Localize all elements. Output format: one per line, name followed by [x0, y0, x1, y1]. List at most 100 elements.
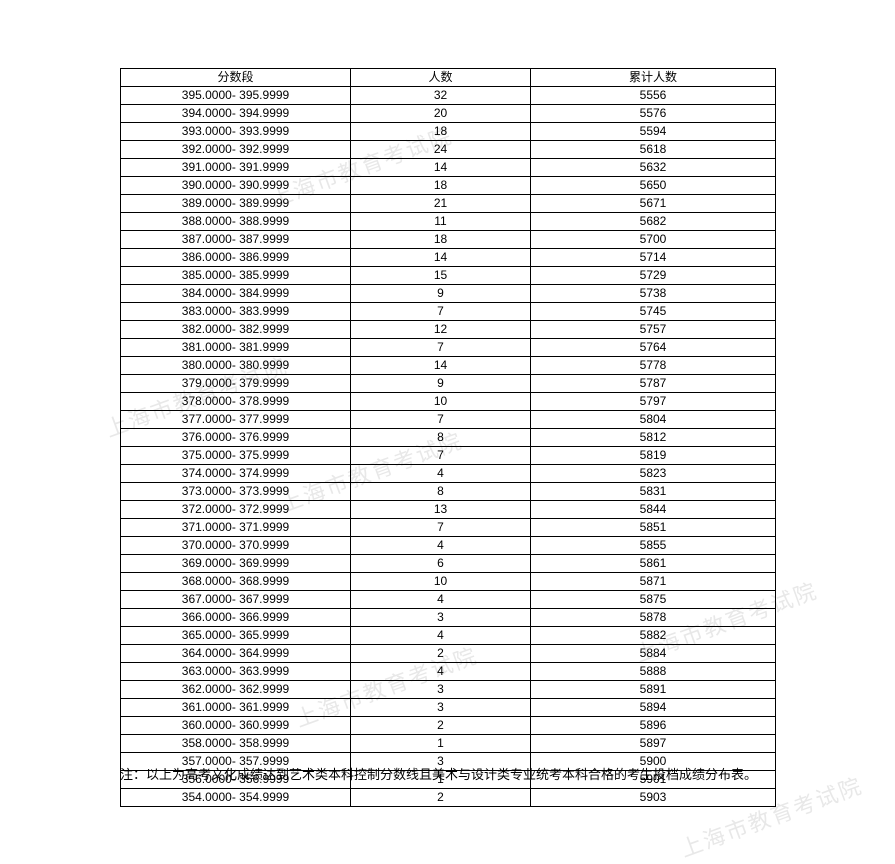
cell-count: 15	[351, 267, 531, 285]
cell-count: 14	[351, 159, 531, 177]
cell-cumulative: 5714	[531, 249, 776, 267]
cell-range: 389.0000- 389.9999	[121, 195, 351, 213]
table-row: 376.0000- 376.999985812	[121, 429, 776, 447]
cell-count: 13	[351, 501, 531, 519]
cell-cumulative: 5855	[531, 537, 776, 555]
cell-count: 3	[351, 609, 531, 627]
cell-count: 32	[351, 87, 531, 105]
cell-count: 18	[351, 177, 531, 195]
cell-range: 391.0000- 391.9999	[121, 159, 351, 177]
cell-count: 7	[351, 303, 531, 321]
cell-range: 363.0000- 363.9999	[121, 663, 351, 681]
cell-count: 7	[351, 339, 531, 357]
cell-cumulative: 5556	[531, 87, 776, 105]
cell-range: 378.0000- 378.9999	[121, 393, 351, 411]
table-row: 369.0000- 369.999965861	[121, 555, 776, 573]
cell-count: 14	[351, 249, 531, 267]
table-row: 368.0000- 368.9999105871	[121, 573, 776, 591]
table-row: 390.0000- 390.9999185650	[121, 177, 776, 195]
cell-count: 12	[351, 321, 531, 339]
cell-range: 364.0000- 364.9999	[121, 645, 351, 663]
cell-range: 371.0000- 371.9999	[121, 519, 351, 537]
cell-count: 2	[351, 789, 531, 807]
cell-cumulative: 5861	[531, 555, 776, 573]
cell-cumulative: 5778	[531, 357, 776, 375]
cell-count: 24	[351, 141, 531, 159]
cell-count: 7	[351, 411, 531, 429]
cell-count: 4	[351, 591, 531, 609]
cell-count: 18	[351, 231, 531, 249]
cell-range: 365.0000- 365.9999	[121, 627, 351, 645]
table-row: 393.0000- 393.9999185594	[121, 123, 776, 141]
table-row: 381.0000- 381.999975764	[121, 339, 776, 357]
cell-count: 20	[351, 105, 531, 123]
cell-range: 368.0000- 368.9999	[121, 573, 351, 591]
cell-range: 379.0000- 379.9999	[121, 375, 351, 393]
cell-range: 382.0000- 382.9999	[121, 321, 351, 339]
table-row: 378.0000- 378.9999105797	[121, 393, 776, 411]
cell-count: 8	[351, 483, 531, 501]
cell-count: 7	[351, 447, 531, 465]
cell-range: 370.0000- 370.9999	[121, 537, 351, 555]
table-row: 384.0000- 384.999995738	[121, 285, 776, 303]
cell-count: 8	[351, 429, 531, 447]
cell-cumulative: 5671	[531, 195, 776, 213]
table-row: 374.0000- 374.999945823	[121, 465, 776, 483]
table-row: 380.0000- 380.9999145778	[121, 357, 776, 375]
cell-range: 387.0000- 387.9999	[121, 231, 351, 249]
col-header-cumulative: 累计人数	[531, 69, 776, 87]
cell-count: 14	[351, 357, 531, 375]
cell-cumulative: 5576	[531, 105, 776, 123]
cell-range: 392.0000- 392.9999	[121, 141, 351, 159]
cell-count: 11	[351, 213, 531, 231]
cell-range: 369.0000- 369.9999	[121, 555, 351, 573]
cell-range: 384.0000- 384.9999	[121, 285, 351, 303]
cell-range: 377.0000- 377.9999	[121, 411, 351, 429]
cell-cumulative: 5891	[531, 681, 776, 699]
cell-cumulative: 5745	[531, 303, 776, 321]
cell-range: 367.0000- 367.9999	[121, 591, 351, 609]
cell-cumulative: 5594	[531, 123, 776, 141]
cell-cumulative: 5871	[531, 573, 776, 591]
table-row: 379.0000- 379.999995787	[121, 375, 776, 393]
cell-range: 393.0000- 393.9999	[121, 123, 351, 141]
cell-cumulative: 5878	[531, 609, 776, 627]
table-row: 373.0000- 373.999985831	[121, 483, 776, 501]
cell-cumulative: 5618	[531, 141, 776, 159]
table-row: 388.0000- 388.9999115682	[121, 213, 776, 231]
table-row: 370.0000- 370.999945855	[121, 537, 776, 555]
table-row: 366.0000- 366.999935878	[121, 609, 776, 627]
table-row: 375.0000- 375.999975819	[121, 447, 776, 465]
cell-range: 373.0000- 373.9999	[121, 483, 351, 501]
table-row: 385.0000- 385.9999155729	[121, 267, 776, 285]
cell-cumulative: 5812	[531, 429, 776, 447]
table-row: 360.0000- 360.999925896	[121, 717, 776, 735]
footnote: 注：以上为高考文化成绩达到艺术类本科控制分数线且美术与设计类专业统考本科合格的考…	[120, 766, 780, 784]
cell-cumulative: 5896	[531, 717, 776, 735]
cell-cumulative: 5823	[531, 465, 776, 483]
cell-cumulative: 5632	[531, 159, 776, 177]
col-header-range: 分数段	[121, 69, 351, 87]
table-header-row: 分数段 人数 累计人数	[121, 69, 776, 87]
cell-cumulative: 5764	[531, 339, 776, 357]
table-row: 367.0000- 367.999945875	[121, 591, 776, 609]
cell-cumulative: 5682	[531, 213, 776, 231]
cell-count: 6	[351, 555, 531, 573]
col-header-count: 人数	[351, 69, 531, 87]
cell-cumulative: 5819	[531, 447, 776, 465]
table-row: 372.0000- 372.9999135844	[121, 501, 776, 519]
cell-cumulative: 5831	[531, 483, 776, 501]
cell-range: 376.0000- 376.9999	[121, 429, 351, 447]
cell-cumulative: 5884	[531, 645, 776, 663]
table-row: 392.0000- 392.9999245618	[121, 141, 776, 159]
table-row: 371.0000- 371.999975851	[121, 519, 776, 537]
table-row: 389.0000- 389.9999215671	[121, 195, 776, 213]
cell-count: 4	[351, 537, 531, 555]
cell-cumulative: 5787	[531, 375, 776, 393]
table-row: 387.0000- 387.9999185700	[121, 231, 776, 249]
cell-count: 4	[351, 663, 531, 681]
table-row: 358.0000- 358.999915897	[121, 735, 776, 753]
cell-count: 4	[351, 627, 531, 645]
score-table: 分数段 人数 累计人数 395.0000- 395.9999325556394.…	[120, 68, 776, 807]
cell-range: 354.0000- 354.9999	[121, 789, 351, 807]
